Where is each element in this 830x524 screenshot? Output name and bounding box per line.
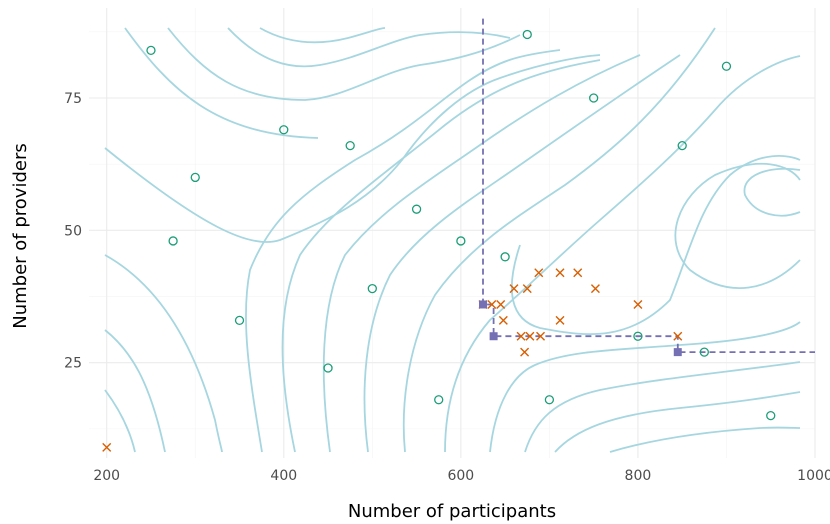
- contour-line: [322, 54, 641, 453]
- y-tick-label: 75: [64, 91, 82, 107]
- contour-line: [281, 59, 601, 453]
- data-point-cross: [534, 268, 544, 278]
- contour-line: [554, 391, 801, 453]
- data-point-circle: [323, 363, 333, 373]
- contour-line: [104, 389, 136, 453]
- data-point-cross: [496, 299, 506, 309]
- data-point-circle: [522, 29, 532, 40]
- x-tick-label: 200: [93, 468, 120, 484]
- data-point-circle: [190, 172, 200, 183]
- data-point-cross: [555, 315, 565, 325]
- data-point-circle: [544, 395, 555, 405]
- contour-line: [104, 54, 601, 243]
- contour-line: [489, 321, 801, 453]
- contour-line: [104, 329, 166, 453]
- y-tick-label: 25: [64, 356, 82, 372]
- contour-line: [227, 27, 511, 68]
- data-point-cross: [590, 284, 600, 294]
- data-point-cross: [573, 268, 583, 278]
- data-point-cross: [102, 442, 112, 452]
- contour-line: [743, 167, 801, 217]
- data-point-cross: [536, 331, 546, 341]
- contour-line: [609, 426, 801, 453]
- x-axis: 200 400 600 800 1000: [93, 468, 830, 484]
- x-axis-title: Number of participants: [348, 501, 556, 522]
- data-point-cross: [522, 284, 532, 294]
- contour-line: [167, 27, 521, 101]
- x-tick-label: 600: [447, 468, 474, 484]
- data-point-cross: [633, 299, 643, 309]
- data-point-circle: [456, 236, 466, 246]
- data-point-circle: [279, 125, 289, 135]
- data-point-circle: [146, 45, 156, 56]
- data-point-square: [478, 300, 487, 309]
- data-point-circle: [500, 252, 510, 262]
- data-point-cross: [498, 315, 508, 325]
- x-tick-label: 400: [270, 468, 297, 484]
- plot-panel: [89, 8, 816, 458]
- contour-line: [259, 27, 386, 44]
- data-point-cross: [520, 347, 530, 357]
- contour-line: [444, 55, 801, 453]
- data-point-circle: [677, 140, 687, 151]
- data-point-cross: [487, 299, 497, 309]
- data-point-cross: [555, 268, 565, 278]
- contour-lines: [104, 27, 801, 453]
- y-axis-title: Number of providers: [10, 143, 31, 328]
- contour-line: [245, 49, 561, 453]
- contour-line: [402, 27, 716, 453]
- data-point-cross: [525, 331, 535, 341]
- contour-line: [124, 27, 319, 139]
- x-tick-label: 1000: [797, 468, 830, 484]
- data-point-circle: [345, 140, 355, 151]
- contour-line: [510, 155, 801, 335]
- points-layer: [102, 29, 776, 452]
- data-point-cross: [509, 284, 519, 294]
- contour-line: [363, 54, 681, 453]
- data-point-circle: [766, 410, 776, 421]
- data-point-circle: [721, 61, 732, 71]
- contour-line: [104, 254, 223, 453]
- contour-line: [674, 162, 801, 290]
- data-point-circle: [589, 93, 599, 103]
- data-point-cross: [516, 331, 526, 341]
- y-tick-label: 50: [64, 223, 82, 239]
- y-axis: 25 50 75: [64, 91, 82, 372]
- data-point-cross: [673, 331, 683, 341]
- data-point-circle: [633, 331, 643, 341]
- data-point-circle: [699, 347, 709, 357]
- data-point-square: [673, 348, 682, 357]
- data-point-square: [489, 332, 498, 341]
- data-point-circle: [234, 315, 245, 326]
- data-point-circle: [434, 395, 444, 405]
- data-point-circle: [411, 204, 422, 214]
- data-point-circle: [168, 236, 178, 246]
- data-point-circle: [367, 283, 377, 294]
- x-tick-label: 800: [625, 468, 652, 484]
- contour-line: [524, 361, 801, 453]
